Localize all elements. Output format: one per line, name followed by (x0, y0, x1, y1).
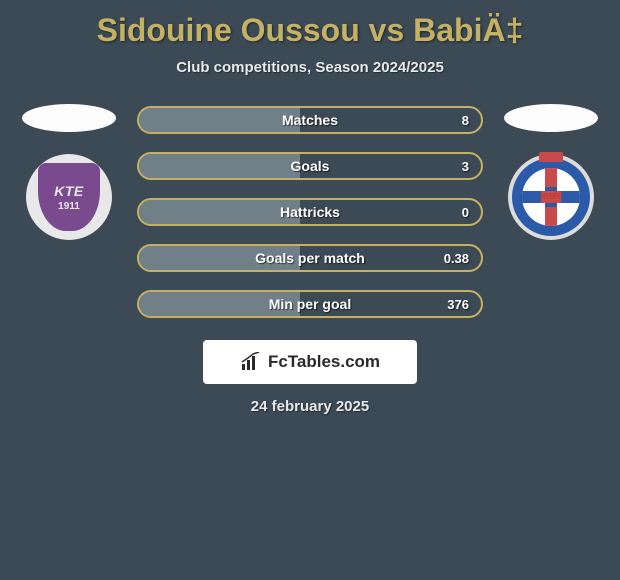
bar-chart-icon (240, 352, 262, 372)
stat-right-value: 3 (462, 154, 469, 178)
stat-bar-matches: Matches 8 (137, 106, 483, 134)
subtitle: Club competitions, Season 2024/2025 (0, 59, 620, 76)
ny-crown-icon (539, 152, 563, 162)
date-label: 24 february 2025 (0, 398, 620, 415)
fctables-logo-text: FcTables.com (268, 352, 380, 372)
player-left-club-badge: KTE 1911 (26, 154, 112, 240)
stat-bar-hattricks: Hattricks 0 (137, 198, 483, 226)
page-title: Sidouine Oussou vs BabiÄ‡ (0, 0, 620, 49)
ny-center-text: NYSFC (540, 193, 562, 201)
ny-inner: NYSFC (522, 168, 580, 226)
player-right-column: NYSFC (501, 104, 601, 240)
comparison-row: KTE 1911 Matches 8 Goals 3 Hattricks 0 G (0, 104, 620, 318)
stat-label: Hattricks (139, 200, 481, 224)
stat-right-value: 376 (447, 292, 469, 316)
player-right-silhouette (504, 104, 598, 132)
kte-code: KTE (54, 183, 84, 199)
stat-bar-goals: Goals 3 (137, 152, 483, 180)
stat-bar-goals-per-match: Goals per match 0.38 (137, 244, 483, 272)
player-left-column: KTE 1911 (19, 104, 119, 240)
stat-right-value: 8 (462, 108, 469, 132)
player-left-silhouette (22, 104, 116, 132)
stat-right-value: 0 (462, 200, 469, 224)
stat-bar-min-per-goal: Min per goal 376 (137, 290, 483, 318)
stat-label: Goals per match (139, 246, 481, 270)
kte-shield: KTE 1911 (38, 163, 100, 231)
player-right-club-badge: NYSFC (508, 154, 594, 240)
stat-label: Min per goal (139, 292, 481, 316)
stat-label: Goals (139, 154, 481, 178)
stats-column: Matches 8 Goals 3 Hattricks 0 Goals per … (137, 104, 483, 318)
ny-ring: NYSFC (512, 158, 590, 236)
stat-right-value: 0.38 (444, 246, 469, 270)
kte-year: 1911 (58, 201, 80, 212)
stat-label: Matches (139, 108, 481, 132)
fctables-logo[interactable]: FcTables.com (203, 340, 417, 384)
